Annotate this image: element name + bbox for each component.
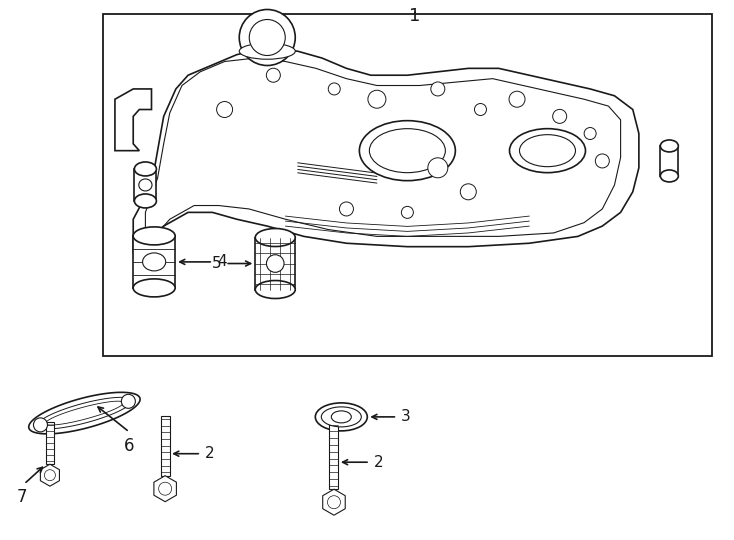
Circle shape xyxy=(401,206,413,218)
Circle shape xyxy=(217,102,233,118)
Ellipse shape xyxy=(509,129,586,173)
Ellipse shape xyxy=(331,411,352,423)
Ellipse shape xyxy=(139,179,152,191)
Ellipse shape xyxy=(661,140,678,152)
Bar xyxy=(161,416,170,476)
Bar xyxy=(46,422,54,464)
Ellipse shape xyxy=(142,253,166,271)
Ellipse shape xyxy=(255,280,295,299)
Polygon shape xyxy=(115,89,151,151)
Text: 2: 2 xyxy=(205,446,215,461)
Text: 2: 2 xyxy=(374,455,384,470)
Text: 6: 6 xyxy=(124,437,134,455)
Bar xyxy=(255,238,295,289)
Circle shape xyxy=(159,482,172,495)
Circle shape xyxy=(339,202,354,216)
Ellipse shape xyxy=(316,403,367,431)
Polygon shape xyxy=(154,476,176,502)
Circle shape xyxy=(553,110,567,123)
Ellipse shape xyxy=(321,407,361,427)
Ellipse shape xyxy=(134,162,156,176)
Circle shape xyxy=(509,91,525,107)
Ellipse shape xyxy=(369,129,446,173)
Circle shape xyxy=(584,127,596,139)
Ellipse shape xyxy=(520,134,575,167)
Circle shape xyxy=(474,104,487,116)
Circle shape xyxy=(328,83,341,95)
Ellipse shape xyxy=(133,279,175,297)
Text: 4: 4 xyxy=(217,254,227,269)
Bar xyxy=(134,169,156,201)
Circle shape xyxy=(239,10,295,65)
Ellipse shape xyxy=(133,227,175,245)
Circle shape xyxy=(250,19,286,56)
Circle shape xyxy=(431,82,445,96)
Text: 5: 5 xyxy=(211,256,221,271)
Bar xyxy=(103,14,712,356)
Bar xyxy=(661,146,678,176)
Circle shape xyxy=(460,184,476,200)
Circle shape xyxy=(327,496,341,509)
Ellipse shape xyxy=(121,394,135,408)
Ellipse shape xyxy=(34,418,48,432)
Text: 1: 1 xyxy=(409,7,421,25)
Polygon shape xyxy=(29,393,140,434)
Polygon shape xyxy=(323,489,345,515)
Text: 3: 3 xyxy=(401,409,411,424)
Text: 7: 7 xyxy=(17,488,27,506)
Polygon shape xyxy=(40,464,59,486)
Ellipse shape xyxy=(134,194,156,208)
Bar xyxy=(330,421,338,489)
Circle shape xyxy=(595,154,609,168)
Polygon shape xyxy=(134,48,639,253)
Bar xyxy=(133,236,175,288)
Ellipse shape xyxy=(239,43,295,59)
Circle shape xyxy=(266,255,284,272)
Circle shape xyxy=(266,68,280,82)
Circle shape xyxy=(368,90,386,108)
Circle shape xyxy=(45,470,55,481)
Ellipse shape xyxy=(255,228,295,247)
Circle shape xyxy=(428,158,448,178)
Ellipse shape xyxy=(661,170,678,182)
Ellipse shape xyxy=(360,120,455,181)
